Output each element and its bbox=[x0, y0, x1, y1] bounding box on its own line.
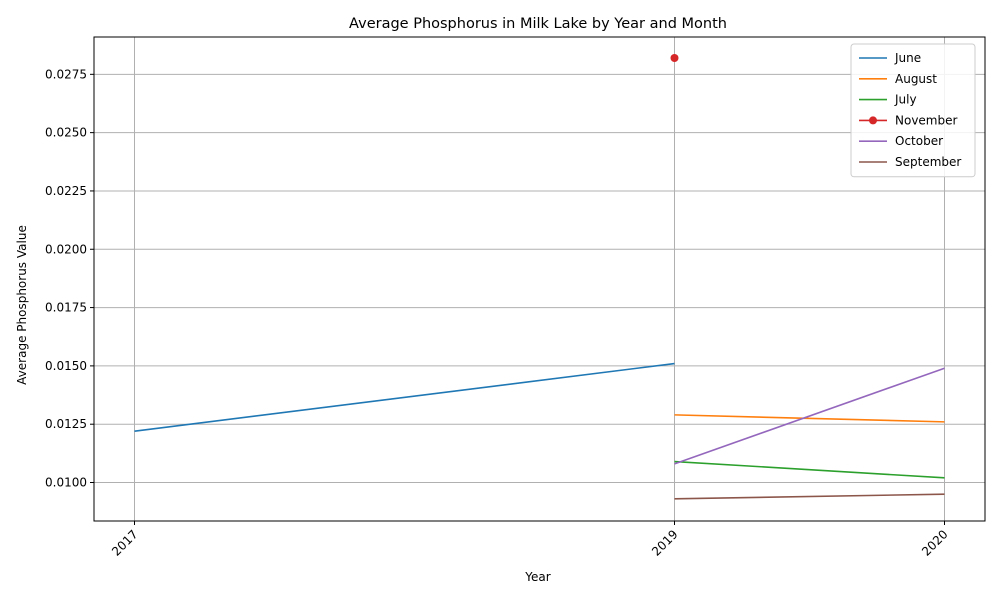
x-tick-label: 2017 bbox=[109, 527, 140, 558]
legend-label-november: November bbox=[895, 113, 957, 127]
legend-label-august: August bbox=[895, 72, 937, 86]
y-axis-label: Average Phosphorus Value bbox=[15, 225, 29, 385]
series-line-october bbox=[674, 367, 945, 465]
y-tick-label: 0.0250 bbox=[45, 126, 87, 140]
series-layer bbox=[134, 53, 945, 500]
legend: June August July November October September bbox=[850, 43, 976, 178]
y-tick-label: 0.0225 bbox=[45, 184, 87, 198]
y-tick-label: 0.0275 bbox=[45, 67, 87, 81]
series-line-september bbox=[674, 493, 945, 500]
ticks: 2017 2019 2020 0.0100 0.0125 0.0150 0.0175 0.02… bbox=[45, 67, 951, 558]
legend-marker-november bbox=[869, 116, 877, 125]
legend-label-september: September bbox=[895, 155, 961, 169]
y-tick-label: 0.0125 bbox=[45, 417, 87, 431]
y-tick-label: 0.0100 bbox=[45, 476, 87, 490]
data-point-november bbox=[670, 53, 679, 62]
x-tick-label: 2020 bbox=[919, 527, 950, 558]
y-tick-label: 0.0175 bbox=[45, 301, 87, 315]
x-tick-label: 2019 bbox=[649, 527, 680, 558]
series-line-august bbox=[674, 414, 945, 423]
legend-label-october: October bbox=[895, 134, 943, 148]
y-tick-label: 0.0150 bbox=[45, 359, 87, 373]
x-axis-label: Year bbox=[524, 570, 550, 584]
legend-label-july: July bbox=[894, 93, 917, 107]
plot-frame bbox=[93, 36, 986, 522]
series-line-june bbox=[134, 362, 675, 432]
legend-box bbox=[850, 43, 976, 178]
legend-label-june: June bbox=[894, 51, 921, 65]
chart-title: Average Phosphorus in Milk Lake by Year … bbox=[349, 16, 727, 32]
series-line-july bbox=[674, 460, 945, 479]
y-tick-label: 0.0200 bbox=[45, 242, 87, 256]
